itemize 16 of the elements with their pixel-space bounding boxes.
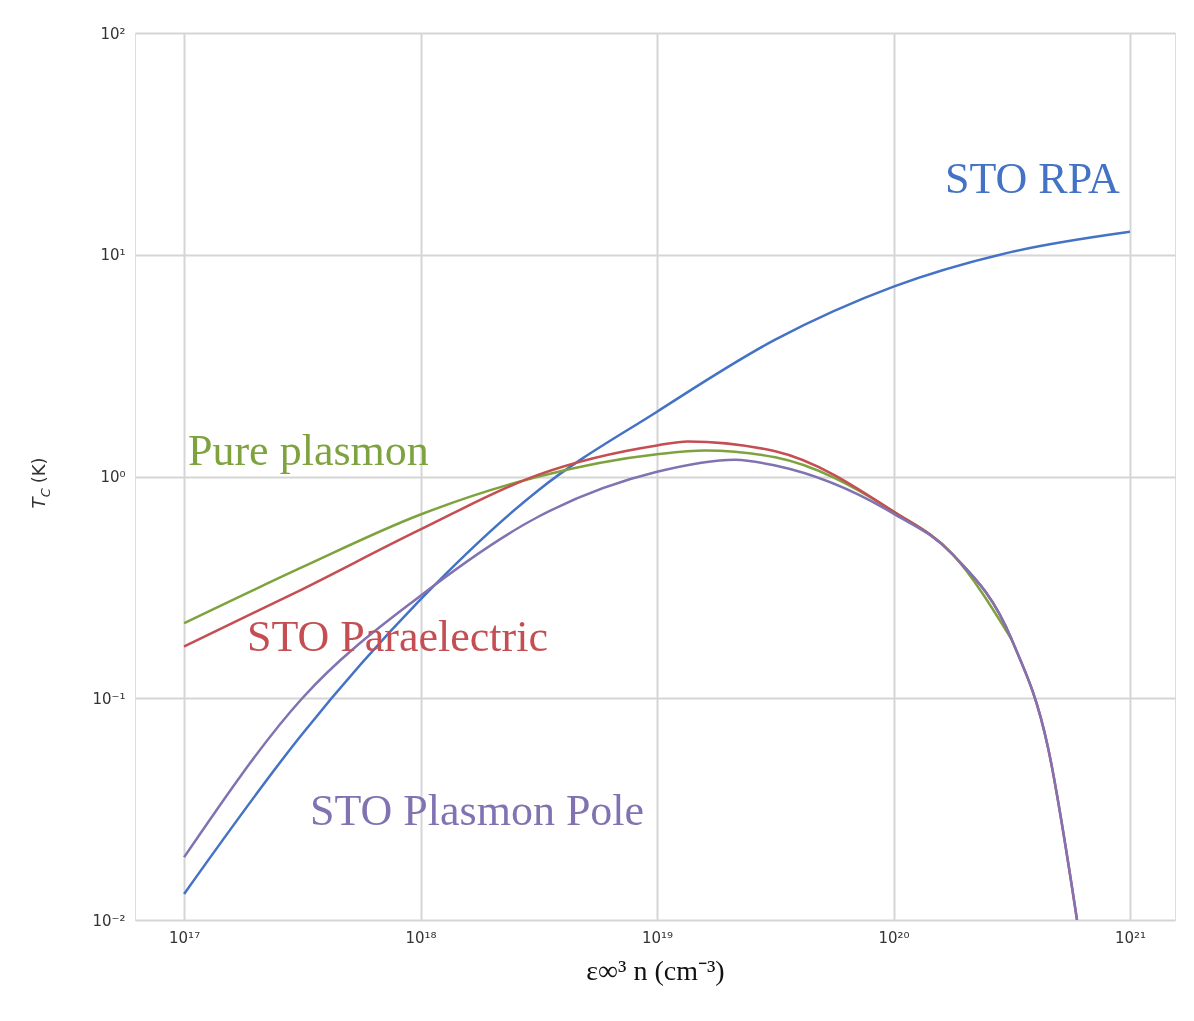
line-series [182, 230, 1132, 896]
series-label: STO RPA [945, 154, 1121, 203]
y-tick-label: 10⁰ [100, 468, 126, 486]
x-tick-label: 10¹⁷ [169, 928, 201, 947]
x-tick-label: 10²⁰ [878, 928, 910, 947]
x-tick-label: 10¹⁹ [641, 928, 674, 947]
x-axis-title: ε∞³ n (cm⁻³) [586, 954, 725, 986]
y-tick-label: 10¹ [100, 246, 126, 265]
y-tick-label: 10⁻² [92, 911, 126, 930]
y-tick-label: 10² [100, 24, 126, 43]
y-axis-title: TC (K) [28, 457, 53, 509]
x-tick-label: 10¹⁸ [405, 928, 437, 947]
y-tick-label: 10⁻¹ [92, 689, 126, 708]
x-tick-label: 10²¹ [1114, 928, 1147, 947]
series-label: Pure plasmon [188, 426, 429, 475]
series-label: STO Plasmon Pole [310, 786, 645, 835]
